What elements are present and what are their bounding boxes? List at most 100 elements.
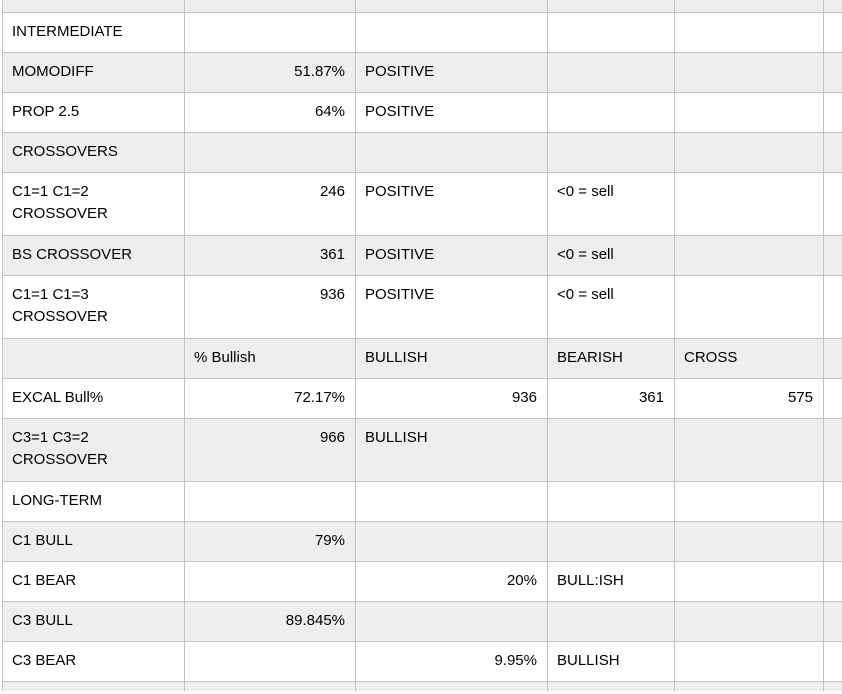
table-cell[interactable]	[184, 0, 356, 13]
table-cell[interactable]	[547, 132, 675, 173]
table-cell[interactable]	[355, 12, 548, 53]
table-cell[interactable]	[547, 12, 675, 53]
table-cell[interactable]: 64%	[184, 92, 356, 133]
row-label-cell[interactable]: C3 BULL	[2, 601, 185, 642]
table-cell[interactable]: POSITIVE	[355, 275, 548, 339]
row-label-cell[interactable]: C1 BEAR	[2, 561, 185, 602]
table-cell[interactable]	[184, 132, 356, 173]
row-label-cell[interactable]: BS CROSSOVER	[2, 235, 185, 276]
row-label-cell[interactable]: C1=1 C1=2 CROSSOVER	[2, 172, 185, 236]
table-cell[interactable]	[674, 561, 824, 602]
table-cell[interactable]: 51.87%	[184, 52, 356, 93]
table-cell[interactable]	[674, 681, 824, 691]
row-label-cell[interactable]: LONG-TERM	[2, 481, 185, 522]
table-cell[interactable]	[547, 418, 675, 482]
table-cell[interactable]: 246	[184, 172, 356, 236]
table-cell[interactable]	[823, 52, 842, 93]
table-cell[interactable]: <0 = sell	[547, 275, 675, 339]
table-cell[interactable]	[823, 601, 842, 642]
table-cell[interactable]	[674, 12, 824, 53]
table-cell[interactable]	[823, 0, 842, 13]
table-cell[interactable]	[823, 12, 842, 53]
table-cell[interactable]: 79%	[184, 521, 356, 562]
table-cell[interactable]: <0 = sell	[547, 172, 675, 236]
table-cell[interactable]: BULLISH	[355, 418, 548, 482]
table-cell[interactable]	[184, 641, 356, 682]
table-cell[interactable]: BEARISH	[547, 338, 675, 379]
table-cell[interactable]	[824, 682, 842, 692]
table-cell[interactable]: 20%	[355, 561, 548, 602]
table-cell[interactable]	[184, 12, 356, 53]
table-cell[interactable]: 72.17%	[184, 378, 356, 419]
table-cell[interactable]: 89.845%	[184, 601, 356, 642]
table-cell[interactable]: 9.95%	[355, 641, 548, 682]
table-cell[interactable]: POSITIVE	[355, 172, 548, 236]
table-cell[interactable]	[823, 641, 842, 682]
table-cell[interactable]	[674, 92, 824, 133]
table-cell[interactable]	[674, 521, 824, 562]
table-cell[interactable]	[547, 52, 675, 93]
table-cell[interactable]	[823, 275, 842, 339]
row-label-cell[interactable]: MOMODIFF	[2, 52, 185, 93]
table-cell[interactable]	[184, 481, 356, 522]
table-cell[interactable]	[355, 132, 548, 173]
table-cell[interactable]	[823, 378, 842, 419]
table-cell[interactable]	[355, 481, 548, 522]
table-cell[interactable]: 361	[184, 235, 356, 276]
table-cell[interactable]: CROSS	[674, 338, 824, 379]
table-cell[interactable]	[355, 521, 548, 562]
table-cell[interactable]	[674, 0, 824, 13]
table-cell[interactable]	[674, 641, 824, 682]
table-cell[interactable]	[547, 681, 675, 691]
table-cell[interactable]	[674, 418, 824, 482]
table-cell[interactable]: 361	[547, 378, 675, 419]
table-cell[interactable]: % Bullish	[184, 338, 356, 379]
row-label-cell[interactable]	[2, 681, 185, 691]
row-label-cell[interactable]: CROSSOVERS	[2, 132, 185, 173]
table-cell[interactable]	[823, 235, 842, 276]
table-cell[interactable]	[547, 0, 675, 13]
table-cell[interactable]: 966	[184, 418, 356, 482]
table-cell[interactable]	[823, 561, 842, 602]
table-cell[interactable]	[823, 418, 842, 482]
table-cell[interactable]	[355, 601, 548, 642]
table-cell[interactable]	[823, 172, 842, 236]
table-cell[interactable]: BULLISH	[547, 641, 675, 682]
row-label-cell[interactable]	[2, 0, 185, 13]
table-cell[interactable]	[547, 601, 675, 642]
table-cell[interactable]: POSITIVE	[355, 235, 548, 276]
row-label-cell[interactable]: EXCAL Bull%	[2, 378, 185, 419]
table-cell[interactable]	[547, 481, 675, 522]
row-label-cell[interactable]: C3=1 C3=2 CROSSOVER	[2, 418, 185, 482]
row-label-cell[interactable]: C1 BULL	[2, 521, 185, 562]
table-cell[interactable]: 936	[184, 275, 356, 339]
table-cell[interactable]	[823, 132, 842, 173]
table-cell[interactable]: POSITIVE	[355, 52, 548, 93]
table-cell[interactable]	[355, 681, 548, 691]
table-cell[interactable]	[184, 681, 356, 691]
table-cell[interactable]	[547, 92, 675, 133]
row-label-cell[interactable]: INTERMEDIATE	[2, 12, 185, 53]
table-cell[interactable]: BULLISH	[355, 338, 548, 379]
table-cell[interactable]	[547, 521, 675, 562]
table-cell[interactable]	[823, 521, 842, 562]
table-cell[interactable]	[184, 561, 356, 602]
table-cell[interactable]: BULL:ISH	[547, 561, 675, 602]
row-label-cell[interactable]: C3 BEAR	[2, 641, 185, 682]
table-cell[interactable]	[823, 481, 842, 522]
table-cell[interactable]	[674, 52, 824, 93]
table-cell[interactable]	[674, 235, 824, 276]
table-cell[interactable]: 936	[355, 378, 548, 419]
table-cell[interactable]	[674, 481, 824, 522]
row-label-cell[interactable]	[2, 338, 185, 379]
row-label-cell[interactable]: C1=1 C1=3 CROSSOVER	[2, 275, 185, 339]
table-cell[interactable]: POSITIVE	[355, 92, 548, 133]
table-cell[interactable]	[823, 338, 842, 379]
table-cell[interactable]: 575	[674, 378, 824, 419]
row-label-cell[interactable]: PROP 2.5	[2, 92, 185, 133]
table-cell[interactable]	[674, 275, 824, 339]
table-cell[interactable]	[355, 0, 548, 13]
table-cell[interactable]: <0 = sell	[547, 235, 675, 276]
table-cell[interactable]	[823, 92, 842, 133]
table-cell[interactable]	[674, 172, 824, 236]
